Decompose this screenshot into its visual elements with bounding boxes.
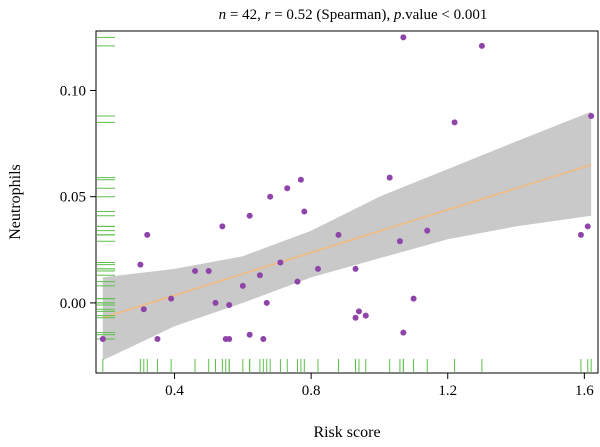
- y-axis-label: Neutrophils: [7, 164, 24, 240]
- y-axis: 0.10 0.05 0.00: [60, 83, 96, 312]
- x-tick-label: 1.6: [575, 383, 594, 399]
- data-point: [314, 265, 321, 272]
- title-r-value: = 0.52 (Spearman),: [270, 7, 393, 23]
- data-point: [260, 336, 267, 343]
- data-point: [144, 231, 151, 238]
- plot-frame: [95, 30, 599, 374]
- x-tick-label: 0.8: [302, 383, 321, 399]
- data-point: [400, 34, 407, 41]
- data-point: [584, 223, 591, 230]
- data-point: [263, 299, 270, 306]
- data-point: [137, 261, 144, 268]
- data-point: [226, 302, 233, 309]
- data-point: [396, 238, 403, 245]
- x-axis-label: Risk score: [313, 424, 380, 441]
- title-r-label: r: [265, 7, 271, 23]
- x-axis: 0.4 0.8 1.2 1.6: [165, 373, 594, 399]
- data-point: [301, 208, 308, 215]
- data-point: [205, 268, 212, 275]
- x-tick-label: 1.2: [438, 383, 457, 399]
- y-tick-label: 0.00: [60, 296, 86, 312]
- title-n-label: n: [219, 7, 227, 23]
- data-point: [267, 193, 274, 200]
- data-point: [588, 112, 595, 119]
- data-point: [386, 174, 393, 181]
- data-point: [451, 119, 458, 126]
- data-point: [400, 329, 407, 336]
- title-p-value: .value < 0.001: [401, 7, 487, 23]
- data-point: [239, 282, 246, 289]
- title-n-value: = 42,: [226, 7, 264, 23]
- data-point: [140, 306, 147, 313]
- data-point: [219, 223, 226, 230]
- data-point: [294, 278, 301, 285]
- data-point: [352, 314, 359, 321]
- data-point: [297, 176, 304, 183]
- rug-layer: [97, 36, 592, 372]
- data-point: [192, 268, 199, 275]
- data-point: [256, 272, 263, 279]
- data-point: [335, 231, 342, 238]
- data-point: [577, 231, 584, 238]
- data-point: [410, 295, 417, 302]
- data-point: [352, 265, 359, 272]
- fit-line: [102, 164, 592, 319]
- fit-line-layer: [102, 164, 592, 319]
- data-point: [99, 336, 106, 343]
- data-point: [246, 212, 253, 219]
- data-point: [478, 42, 485, 49]
- y-tick-label: 0.05: [60, 190, 86, 206]
- confidence-band-layer: [102, 111, 592, 361]
- data-point: [168, 295, 175, 302]
- points-layer: [99, 34, 595, 343]
- data-point: [362, 312, 369, 319]
- chart-title: n = 42, r = 0.52 (Spearman), p.value < 0…: [219, 7, 488, 23]
- data-point: [212, 299, 219, 306]
- data-point: [154, 336, 161, 343]
- data-point: [277, 259, 284, 266]
- data-point: [424, 227, 431, 234]
- data-point: [355, 308, 362, 315]
- data-point: [246, 331, 253, 338]
- data-point: [284, 185, 291, 192]
- data-point: [226, 336, 233, 343]
- confidence-band: [102, 111, 592, 361]
- x-tick-label: 0.4: [165, 383, 184, 399]
- title-p-label: p: [393, 7, 402, 23]
- y-tick-label: 0.10: [60, 83, 86, 99]
